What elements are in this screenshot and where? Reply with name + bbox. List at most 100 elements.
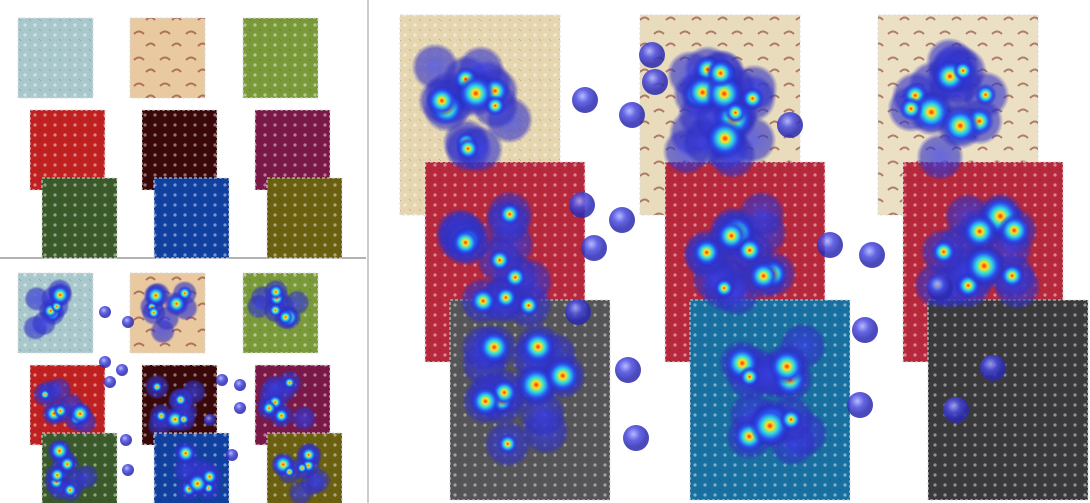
- fabric-texture: [130, 18, 205, 98]
- fixation-sphere: [817, 232, 843, 258]
- fixation-sphere: [980, 355, 1006, 381]
- heatmap-hotspot: [498, 202, 522, 226]
- heatmap-hotspot: [974, 83, 997, 106]
- heatmap-hotspot: [931, 239, 957, 265]
- fixation-sphere: [615, 357, 641, 383]
- heatmap-halo: [181, 379, 207, 405]
- fixation-sphere: [777, 112, 803, 138]
- heatmap-hotspot: [477, 330, 512, 365]
- fixation-sphere: [609, 207, 635, 233]
- heatmap-hotspot: [48, 466, 66, 484]
- fixation-sphere: [234, 379, 246, 391]
- fixation-sphere: [572, 87, 598, 113]
- fabric-texture: [267, 178, 342, 258]
- fixation-sphere: [99, 306, 111, 318]
- heatmap-hotspot: [277, 309, 294, 325]
- heatmap-halo: [305, 467, 331, 494]
- heatmap-hotspot: [39, 389, 51, 400]
- heatmap-hotspot: [715, 220, 748, 252]
- heatmap-hotspot: [147, 305, 161, 320]
- heatmap-hotspot: [268, 303, 283, 318]
- heatmap-hotspot: [997, 213, 1031, 247]
- heatmap-hotspot: [268, 284, 284, 300]
- fabric-texture: [243, 18, 318, 98]
- heatmap-hotspot: [296, 462, 308, 474]
- heatmap-hotspot: [952, 60, 974, 81]
- fixation-sphere: [847, 392, 873, 418]
- heatmap-hotspot: [273, 407, 290, 424]
- heatmap-hotspot: [724, 101, 747, 124]
- fixation-sphere: [565, 299, 591, 325]
- heatmap-hotspot: [520, 329, 556, 365]
- heatmap-hotspot: [456, 137, 480, 161]
- heatmap-hotspot: [488, 248, 511, 272]
- fixation-sphere: [120, 434, 132, 446]
- fixation-sphere: [619, 102, 645, 128]
- heatmap-hotspot: [201, 468, 218, 486]
- heatmap-halo: [288, 480, 314, 503]
- heatmap-hotspot: [941, 106, 980, 145]
- heatmap-hotspot: [49, 284, 71, 306]
- fixation-sphere: [852, 317, 878, 343]
- heatmap-hotspot: [748, 260, 779, 292]
- fabric-texture: [255, 110, 330, 190]
- heatmap-hotspot: [166, 293, 187, 314]
- heatmap-halo: [73, 464, 99, 490]
- heatmap-hotspot: [544, 357, 581, 394]
- heatmap-hotspot: [738, 366, 761, 388]
- fixation-sphere: [943, 397, 969, 423]
- fixation-sphere: [581, 235, 607, 261]
- heatmap-hotspot: [779, 408, 803, 431]
- fixation-sphere: [204, 414, 216, 426]
- heatmap-hotspot: [165, 409, 186, 430]
- fixation-sphere: [226, 449, 238, 461]
- heatmap-hotspot: [175, 443, 196, 464]
- fabric-texture: [154, 178, 229, 258]
- fabric-texture: [142, 110, 217, 190]
- fixation-sphere: [569, 192, 595, 218]
- heatmap-hotspot: [911, 92, 952, 133]
- heatmap-hotspot: [300, 446, 317, 463]
- heatmap-hotspot: [691, 237, 722, 268]
- fabric-texture: [18, 18, 93, 98]
- heatmap-hotspot: [261, 400, 277, 416]
- fixation-sphere: [122, 316, 134, 328]
- heatmap-hotspot: [173, 393, 188, 407]
- heatmap-hotspot: [151, 381, 163, 393]
- heatmap-hotspot: [705, 58, 736, 88]
- fabric-texture: [42, 178, 117, 258]
- heatmap-hotspot: [497, 433, 519, 455]
- heatmap-hotspot: [962, 213, 998, 249]
- heatmap-hotspot: [283, 376, 296, 389]
- heatmap-hotspot: [451, 228, 480, 257]
- heatmap-hotspot: [517, 294, 540, 317]
- fixation-sphere: [104, 376, 116, 388]
- fixation-sphere: [116, 364, 128, 376]
- fixation-sphere: [927, 275, 953, 301]
- heatmap-hotspot: [62, 482, 78, 498]
- heatmap-halo: [46, 376, 72, 403]
- heatmap-hotspot: [53, 403, 68, 419]
- fixation-sphere: [216, 374, 228, 386]
- heatmap-hotspot: [69, 403, 91, 425]
- fixation-sphere: [122, 464, 134, 476]
- fixation-sphere: [623, 425, 649, 451]
- fabric-texture: [30, 110, 105, 190]
- heatmap-hotspot: [705, 118, 745, 159]
- heatmap-hotspot: [470, 385, 501, 417]
- heatmap-hotspot: [749, 405, 791, 447]
- heatmap-hotspot: [964, 245, 1004, 286]
- heatmap-hotspot: [494, 285, 518, 310]
- heatmap-hotspot: [283, 466, 295, 478]
- heatmap-hotspot: [899, 96, 923, 121]
- heatmap-hotspot: [768, 348, 806, 385]
- fixation-sphere: [234, 402, 246, 414]
- fixation-sphere: [99, 356, 111, 368]
- heatmap-hotspot: [714, 277, 735, 299]
- heatmap-hotspot: [49, 440, 70, 462]
- heatmap-hotspot: [145, 285, 167, 306]
- heatmap-hotspot: [999, 262, 1025, 289]
- heatmap-hotspot: [154, 409, 168, 423]
